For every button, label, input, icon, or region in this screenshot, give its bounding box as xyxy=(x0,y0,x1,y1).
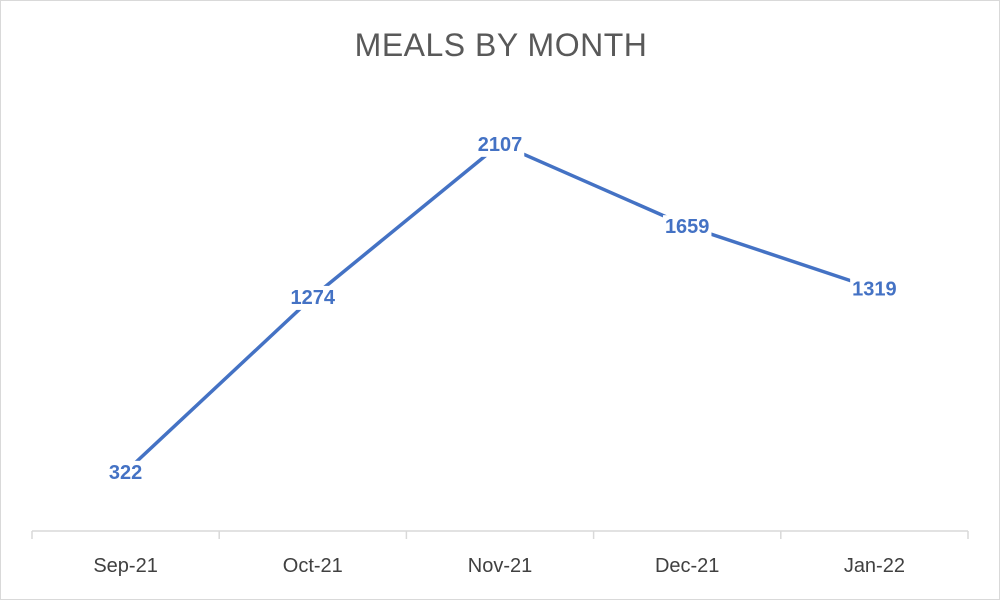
data-label: 2107 xyxy=(478,134,523,156)
data-label-background xyxy=(288,285,338,310)
data-point-Nov-21: 2107 xyxy=(475,132,525,157)
x-tick-label: Oct-21 xyxy=(283,555,343,577)
data-label-background xyxy=(475,132,525,157)
data-point-Dec-21: 1659 xyxy=(662,215,712,240)
data-point-Sep-21: 322 xyxy=(106,460,145,485)
x-tick-labels: Sep-21 Oct-21 Nov-21 Dec-21 Jan-22 xyxy=(93,555,905,577)
data-label-background xyxy=(106,460,145,485)
chart-title: MEALS BY MONTH xyxy=(354,27,648,63)
x-tick-label: Sep-21 xyxy=(93,555,158,577)
series-meals xyxy=(124,142,875,474)
data-label: 1319 xyxy=(852,279,897,301)
data-point-Oct-21: 1274 xyxy=(288,285,338,310)
data-label: 322 xyxy=(109,462,142,484)
data-point-Jan-22: 1319 xyxy=(850,277,899,302)
data-label-background xyxy=(850,277,899,302)
x-tick-label: Jan-22 xyxy=(844,555,905,577)
data-label: 1659 xyxy=(665,216,710,238)
data-label: 1274 xyxy=(291,287,336,309)
x-tick-label: Nov-21 xyxy=(468,555,532,577)
series-line xyxy=(124,142,875,474)
x-axis xyxy=(31,530,969,539)
data-label-background xyxy=(662,215,712,240)
x-tick-label: Dec-21 xyxy=(655,555,719,577)
data-labels: 322 1274 2107 1659 1319 xyxy=(106,132,899,485)
